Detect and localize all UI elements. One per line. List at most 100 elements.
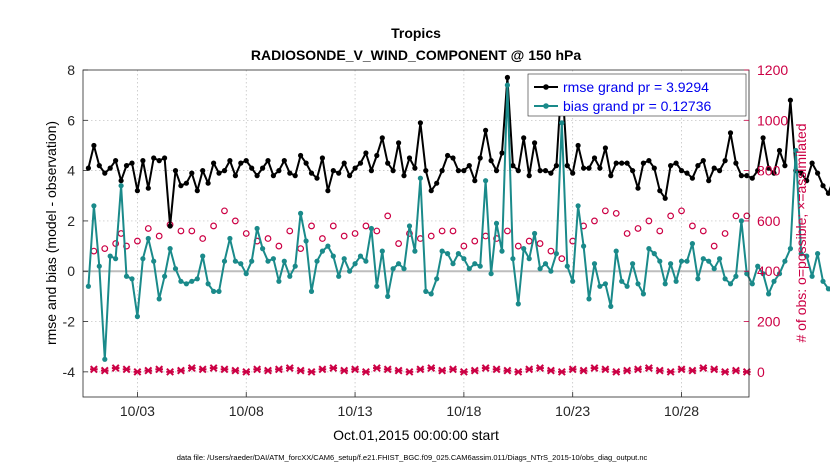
obs-assimilated-marker — [405, 367, 414, 376]
bias-point — [145, 235, 151, 242]
obs-possible-marker — [319, 235, 326, 242]
rmse-point — [379, 135, 385, 141]
rmse-point — [238, 160, 244, 166]
rmse-point — [776, 147, 783, 154]
x-tick-label: 10/08 — [229, 403, 264, 419]
bias-point — [526, 256, 532, 262]
bias-point — [374, 283, 380, 289]
bias-point — [581, 243, 587, 249]
obs-possible-marker — [177, 227, 185, 235]
obs-assimilated-marker — [133, 367, 142, 376]
bias-point — [445, 251, 451, 257]
rmse-point — [668, 163, 674, 169]
bias-point — [597, 283, 603, 289]
obs-possible-marker — [689, 222, 696, 230]
rmse-point — [537, 168, 543, 174]
bias-point — [488, 271, 494, 277]
bias-point — [412, 248, 418, 254]
rmse-point — [156, 158, 162, 164]
obs-assimilated-marker — [416, 365, 425, 374]
rmse-point — [635, 185, 641, 191]
bias-point — [368, 225, 374, 232]
bias-point — [613, 248, 619, 254]
rmse-point — [515, 168, 521, 174]
obs-assimilated-marker — [264, 366, 272, 375]
rmse-point — [363, 150, 369, 156]
obs-possible-marker — [623, 230, 631, 237]
rmse-point — [140, 158, 146, 164]
obs-possible-marker — [384, 212, 392, 220]
y-tick-label-right: 1000 — [757, 112, 788, 128]
y-tick-label-left: 4 — [67, 163, 75, 179]
rmse-point — [205, 180, 211, 186]
rmse-point — [445, 152, 451, 159]
obs-assimilated-marker — [666, 367, 675, 376]
rmse-point — [815, 170, 821, 176]
obs-assimilated-marker — [296, 366, 305, 375]
obs-possible-marker — [329, 222, 337, 230]
bias-point — [771, 278, 777, 284]
bias-point — [651, 251, 657, 257]
rmse-point — [330, 168, 336, 174]
bias-point — [733, 273, 739, 279]
obs-assimilated-marker — [710, 365, 719, 374]
axes: 10/03 10/08 10/13 10/18 10/23 10/28-4-2024680… — [63, 62, 789, 419]
rmse-point — [336, 170, 342, 176]
bias-point — [200, 253, 206, 259]
rmse-point — [129, 160, 135, 166]
bias-point — [113, 256, 119, 262]
obs-assimilated-marker — [547, 366, 555, 375]
bias-point — [401, 266, 407, 272]
rmse-point — [706, 178, 712, 184]
obs-assimilated-marker — [601, 365, 610, 374]
obs-assimilated-marker — [438, 366, 447, 375]
rmse-point — [183, 180, 189, 186]
bias-point — [423, 288, 429, 294]
rmse-point — [651, 165, 657, 171]
rmse-point — [270, 173, 276, 179]
rmse-point — [298, 152, 304, 159]
obs-possible-marker — [656, 227, 664, 235]
bias-point — [504, 82, 510, 88]
obs-assimilated-marker — [362, 367, 370, 376]
rmse-point — [771, 170, 777, 176]
rmse-point — [428, 188, 434, 194]
bias-point — [477, 263, 483, 269]
obs-assimilated-marker — [383, 365, 392, 374]
bias-point — [167, 246, 173, 252]
bias-point — [363, 258, 369, 264]
legend-rmse-marker — [543, 84, 549, 90]
obs-assimilated-marker — [525, 365, 534, 374]
rmse-point — [521, 135, 527, 141]
rmse-point — [722, 158, 728, 164]
bias-point — [798, 251, 804, 257]
bias-point — [640, 291, 647, 297]
obs-assimilated-marker — [590, 364, 599, 372]
bias-point — [303, 238, 309, 244]
bias-point — [619, 278, 625, 284]
obs-possible-marker — [134, 237, 141, 245]
rmse-point — [102, 170, 108, 176]
legend-bias-marker — [543, 103, 549, 109]
obs-possible-marker — [231, 217, 239, 225]
rmse-point — [178, 183, 184, 189]
y-tick-label-left: 2 — [67, 213, 75, 229]
rmse-point — [260, 165, 266, 171]
obs-possible-marker — [721, 230, 729, 237]
obs-possible-marker — [634, 225, 642, 232]
bias-point — [232, 258, 238, 264]
y-axis-label-right: # of obs: o=possible; ×=assimilated — [793, 123, 809, 342]
bias-point — [532, 230, 538, 237]
rmse-point — [744, 173, 750, 179]
bias-point — [700, 256, 706, 262]
bias-line — [87, 84, 830, 361]
bias-point — [553, 251, 560, 257]
obs-possible-marker — [667, 212, 675, 220]
bias-point — [308, 288, 315, 294]
rmse-point — [118, 178, 124, 184]
obs-assimilated-marker — [634, 365, 642, 374]
obs-assimilated-marker — [481, 364, 490, 372]
y-tick-label-left: 8 — [67, 62, 75, 78]
bias-point — [782, 258, 788, 264]
